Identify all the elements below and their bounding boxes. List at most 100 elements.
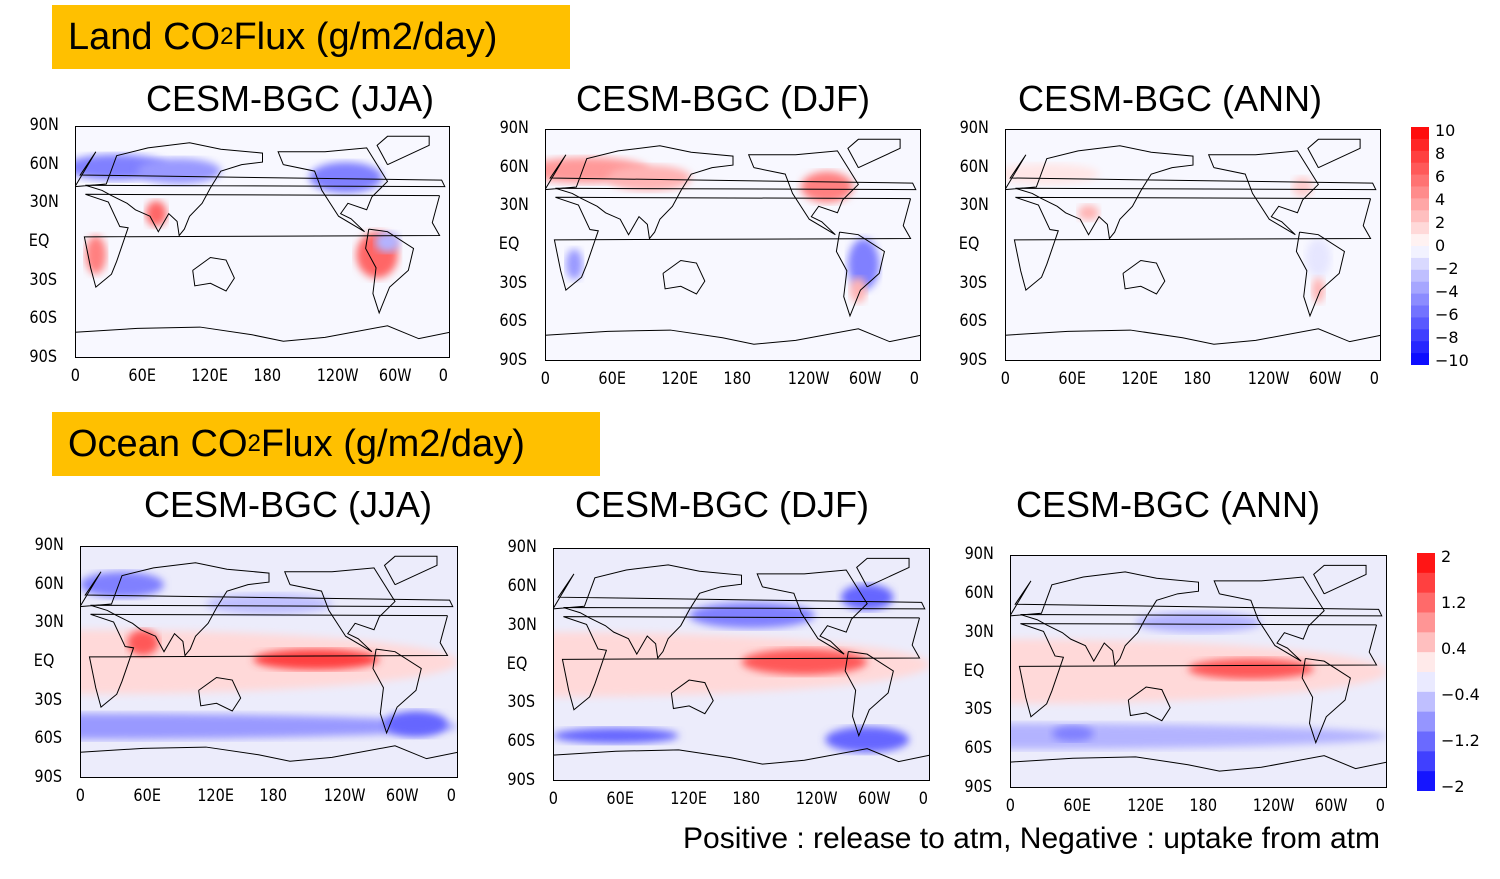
lat-tick-label: 90S bbox=[959, 350, 988, 370]
colorbar-band bbox=[1411, 305, 1429, 318]
colorbar-band bbox=[1411, 210, 1429, 223]
colorbar-band bbox=[1411, 257, 1429, 271]
header-text: Ocean CO bbox=[68, 422, 248, 465]
lat-tick-label: 60S bbox=[29, 308, 58, 329]
lon-tick-label: 0 bbox=[918, 789, 929, 809]
lat-tick-label: 60S bbox=[964, 738, 993, 759]
lon-tick-label: 0 bbox=[1000, 369, 1011, 389]
flux-region bbox=[253, 649, 380, 670]
flux-region bbox=[384, 710, 448, 737]
lat-tick-label: 90S bbox=[499, 350, 528, 370]
lon-tick-label: 0 bbox=[446, 786, 457, 806]
colorbar-band bbox=[1417, 771, 1435, 791]
colorbar-label: −4 bbox=[1435, 282, 1459, 301]
coastline bbox=[835, 231, 886, 318]
lat-tick-label: 30S bbox=[29, 269, 58, 290]
coastline bbox=[1301, 658, 1351, 745]
lon-tick-label: 0 bbox=[548, 789, 559, 809]
lon-tick-label: 180 bbox=[723, 369, 752, 389]
coastline bbox=[1013, 196, 1372, 291]
lat-tick-label: EQ bbox=[28, 231, 50, 251]
lon-tick-label: 60E bbox=[606, 789, 634, 809]
coastline bbox=[75, 325, 450, 342]
colorbar-band bbox=[1411, 246, 1429, 259]
colorbar-label: 0 bbox=[1435, 236, 1446, 255]
flux-region bbox=[80, 713, 458, 740]
colorbar-label: 6 bbox=[1435, 167, 1446, 186]
coastline bbox=[1005, 145, 1377, 240]
flux-region bbox=[206, 593, 332, 615]
flux-region bbox=[85, 235, 107, 275]
coastline bbox=[88, 613, 449, 708]
coastline bbox=[75, 142, 446, 237]
coastline bbox=[1018, 623, 1378, 718]
colorbar-band bbox=[1411, 127, 1429, 140]
header-text: Flux (g/m2/day) bbox=[233, 15, 498, 58]
coastline bbox=[1295, 231, 1346, 318]
colorbar-label: 0.4 bbox=[1441, 639, 1467, 658]
flux-region bbox=[553, 632, 930, 697]
lat-tick-label: 30N bbox=[959, 195, 989, 216]
panel-title: CESM-BGC (DJF) bbox=[575, 484, 869, 525]
lat-tick-label: 30N bbox=[34, 612, 64, 633]
coastline bbox=[372, 648, 422, 735]
lat-tick-label: 30N bbox=[29, 192, 59, 213]
lon-tick-label: 120E bbox=[1126, 796, 1164, 816]
coastline bbox=[1213, 576, 1325, 662]
lon-tick-label: 0 bbox=[540, 369, 551, 389]
lat-tick-label: 60S bbox=[34, 728, 63, 749]
lat-tick-label: 90N bbox=[34, 535, 64, 555]
colorbar-label: −8 bbox=[1435, 328, 1459, 347]
colorbar-band bbox=[1411, 353, 1429, 365]
coastline bbox=[376, 135, 430, 166]
flux-region bbox=[1305, 238, 1331, 278]
coastline bbox=[553, 196, 912, 291]
flux-region bbox=[1010, 723, 1387, 750]
colorbar-label: 2 bbox=[1435, 213, 1446, 232]
colorbar-band bbox=[1417, 711, 1435, 732]
coastline bbox=[80, 562, 454, 657]
lon-tick-label: 120E bbox=[661, 369, 699, 389]
colorbar-band bbox=[1411, 150, 1429, 164]
lat-tick-label: 90S bbox=[29, 347, 58, 367]
coastline bbox=[561, 616, 921, 711]
coastline bbox=[198, 676, 242, 712]
lon-tick-label: 60W bbox=[385, 786, 419, 806]
coastline bbox=[1122, 259, 1166, 295]
lat-tick-label: 30N bbox=[499, 195, 529, 216]
lat-tick-label: 60N bbox=[34, 573, 64, 594]
coastline bbox=[1313, 564, 1367, 595]
lon-tick-label: 180 bbox=[1183, 369, 1212, 389]
lon-tick-label: 60W bbox=[858, 789, 891, 809]
land-colorbar bbox=[1411, 127, 1429, 365]
lon-tick-label: 120W bbox=[1253, 796, 1295, 816]
lon-tick-label: 180 bbox=[731, 789, 760, 809]
land-map-2 bbox=[1005, 129, 1381, 361]
flux-region bbox=[840, 584, 894, 611]
flux-region bbox=[137, 158, 221, 184]
flux-region bbox=[607, 165, 692, 191]
colorbar-label: −0.4 bbox=[1441, 685, 1480, 704]
lat-tick-label: 30S bbox=[959, 272, 988, 293]
flux-region bbox=[847, 238, 880, 291]
lon-tick-label: 0 bbox=[1375, 796, 1386, 816]
panel-title: CESM-BGC (DJF) bbox=[576, 78, 870, 119]
lat-tick-label: 90N bbox=[959, 118, 989, 138]
colorbar-label: −2 bbox=[1441, 777, 1465, 796]
header-subscript: 2 bbox=[247, 430, 261, 457]
colorbar-band bbox=[1411, 174, 1429, 187]
lon-tick-label: 60W bbox=[1315, 796, 1348, 816]
coastline bbox=[1207, 150, 1319, 236]
coastline bbox=[670, 679, 714, 715]
lat-tick-label: EQ bbox=[958, 234, 980, 254]
flux-region bbox=[1188, 658, 1314, 680]
lon-tick-label: 120E bbox=[669, 789, 707, 809]
colorbar-band bbox=[1417, 672, 1435, 693]
coastline bbox=[1127, 686, 1171, 722]
flux-region bbox=[1078, 205, 1099, 221]
lat-tick-label: 90S bbox=[34, 767, 63, 787]
header-text: Flux (g/m2/day) bbox=[260, 422, 525, 465]
panel-title: CESM-BGC (ANN) bbox=[1018, 78, 1322, 119]
flux-region bbox=[375, 231, 400, 253]
colorbar-label: 2 bbox=[1441, 547, 1452, 566]
